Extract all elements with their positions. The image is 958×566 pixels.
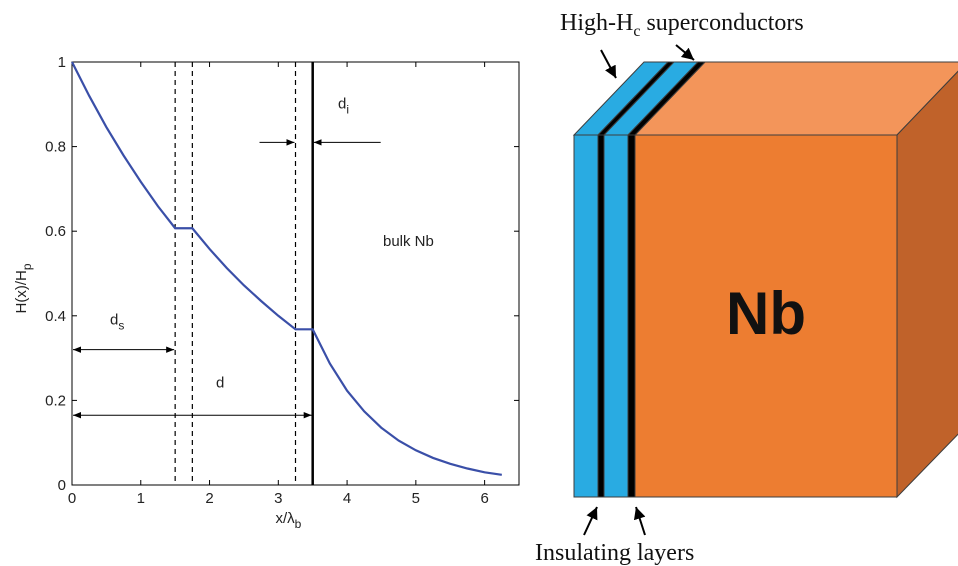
y-tick-label: 0.6 [45,223,66,240]
text-main: bulk Nb [383,233,434,250]
field-curve [71,61,502,476]
y-tick-label: 0.8 [45,139,66,156]
text-main: d [338,96,346,113]
annotation: d [216,375,224,392]
annotation: di [338,96,349,117]
bottom-label: Insulating layers [535,540,694,566]
text-sub: b [295,517,302,531]
top-label: High-Hc superconductors [560,10,804,40]
x-tick-label: 6 [480,490,488,507]
pointer-arrow [583,506,598,536]
pointer-arrow [675,44,695,61]
x-tick-label: 0 [68,490,76,507]
x-tick-label: 3 [274,490,282,507]
text-sub: i [346,103,349,117]
x-axis-label: x/λb [276,510,302,531]
text-main: d [110,311,118,328]
text-sub: p [20,263,34,270]
pointer-arrow [600,49,617,79]
pointer-arrow [633,506,646,536]
text-main: x/λ [276,510,296,527]
y-tick-label: 0 [58,477,66,494]
x-tick-label: 5 [412,490,420,507]
insulator-layer [627,134,636,498]
block-side [896,70,958,499]
text-main: H(x)/H [13,270,30,313]
label-text: superconductors [640,10,803,36]
label-sub: c [633,23,640,40]
sc-layer [573,134,599,498]
x-tick-label: 1 [137,490,145,507]
block-label: Nb [726,280,806,347]
y-tick-label: 0.2 [45,392,66,409]
text-main: d [216,375,224,392]
sc-layer [603,134,629,498]
x-tick-label: 2 [205,490,213,507]
text-sub: s [118,318,124,332]
y-axis-label: H(x)/Hp [13,263,34,313]
y-tick-label: 0.4 [45,308,66,325]
insulator-layer [597,134,605,498]
annotation: bulk Nb [383,233,434,250]
annotation: ds [110,311,124,332]
block-diagram [572,61,958,499]
block-front [634,134,898,498]
x-tick-label: 4 [343,490,351,507]
y-tick-label: 1 [58,54,66,71]
label-text: High-H [560,10,633,36]
